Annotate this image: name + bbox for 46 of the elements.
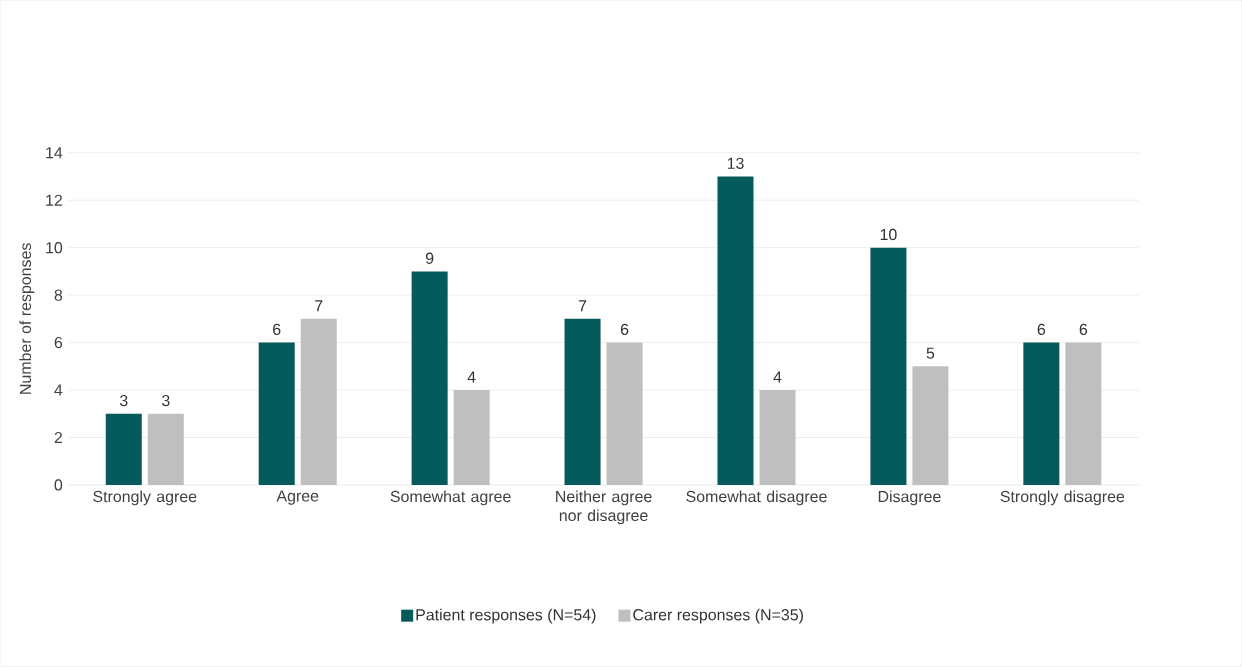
y-tick-label: 4: [54, 384, 63, 396]
y-tick-label: 2: [54, 432, 62, 444]
data-label: 6: [1079, 323, 1088, 336]
x-tick-label: Disagree: [878, 490, 941, 506]
bar: [300, 318, 337, 486]
x-tick-label: Strongly disagree: [1000, 490, 1125, 506]
x-tick-label: Somewhat agree: [390, 490, 511, 506]
y-tick-label: 12: [46, 194, 62, 206]
data-label: 9: [425, 252, 434, 265]
data-label: 4: [773, 371, 782, 383]
bar: [1065, 342, 1102, 486]
y-tick-label: 10: [46, 242, 63, 254]
bar: [870, 247, 907, 486]
data-label: 10: [880, 229, 897, 241]
y-tick-label: 14: [46, 147, 63, 159]
bar: [912, 366, 949, 486]
bar: [1023, 342, 1060, 486]
bar: [717, 176, 754, 486]
data-label: 13: [727, 157, 744, 170]
x-tick-label: Agree: [276, 490, 319, 505]
y-axis-title: Number of responses: [19, 243, 35, 394]
bar: [258, 342, 295, 486]
legend-label: Carer responses (N=35): [633, 608, 803, 624]
y-tick-label: 8: [54, 289, 63, 301]
bar: [564, 318, 601, 486]
x-tick-label: Neither agree nor disagree: [556, 490, 652, 525]
data-label: 6: [273, 323, 281, 336]
data-label: 5: [926, 347, 935, 359]
legend-label: Patient responses (N=54): [416, 608, 596, 624]
y-tick-label: 6: [54, 337, 63, 349]
data-label: 6: [620, 323, 629, 336]
bar: [105, 413, 142, 486]
bar: [759, 390, 796, 486]
data-label: 3: [119, 395, 128, 407]
y-tick-label: 0: [54, 479, 63, 491]
bar: [411, 271, 448, 486]
x-tick-label: Strongly agree: [93, 490, 197, 506]
data-label: 3: [161, 395, 170, 407]
bar: [453, 390, 490, 486]
bar: [606, 342, 643, 486]
data-label: 7: [578, 300, 587, 312]
x-tick-label: Somewhat disagree: [686, 490, 827, 506]
bar: [147, 413, 184, 486]
data-label: 6: [1037, 323, 1046, 336]
data-label: 7: [315, 300, 323, 312]
data-label: 4: [467, 371, 476, 383]
